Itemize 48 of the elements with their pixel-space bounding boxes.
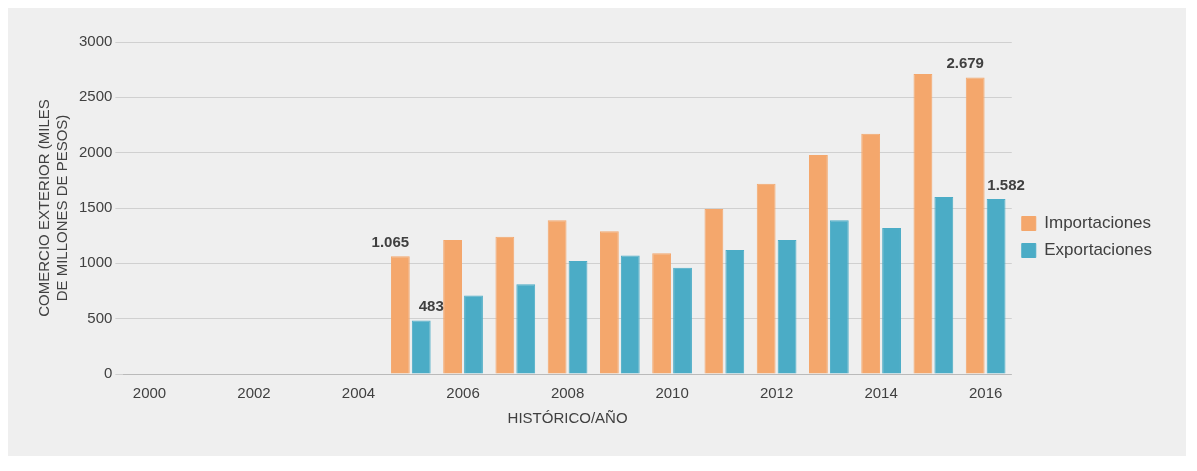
bar	[777, 240, 797, 374]
bar	[568, 261, 588, 374]
legend-label: Exportaciones	[1044, 240, 1153, 260]
x-tick-label: 2014	[864, 384, 898, 402]
y-tick-label: 0	[104, 364, 113, 382]
y-tick-label: 500	[87, 308, 113, 326]
x-tick-label: 2016	[968, 384, 1003, 402]
bar	[725, 250, 745, 374]
bar	[599, 231, 619, 374]
bar	[652, 253, 672, 374]
bar	[986, 198, 1006, 374]
bar	[882, 227, 901, 374]
legend-label: Importaciones	[1044, 213, 1152, 233]
bar	[965, 77, 985, 374]
y-tick-label: 2500	[78, 87, 113, 105]
data-label: 1.065	[371, 232, 410, 250]
bar	[495, 236, 515, 374]
bar	[756, 183, 776, 374]
bar	[861, 133, 881, 374]
y-tick-label: 1000	[78, 253, 113, 271]
x-tick-label: 2004	[341, 384, 376, 402]
x-axis-title: HISTÓRICO/AÑO	[507, 409, 628, 427]
data-label: 1.582	[987, 175, 1025, 193]
data-label: 483	[418, 297, 444, 315]
bar	[411, 320, 431, 374]
bar	[913, 74, 933, 374]
x-tick-label: 2002	[237, 384, 271, 402]
bar	[443, 240, 463, 374]
x-tick-label: 2008	[550, 384, 585, 402]
x-tick-label: 2006	[446, 384, 480, 402]
y-tick-label: 3000	[78, 32, 113, 50]
bar	[704, 209, 724, 374]
y-axis-title: COMERCIO EXTERIOR (MILES DE MILLONES DE PESOS)	[35, 99, 71, 317]
data-label: 2.679	[946, 54, 984, 72]
bar	[516, 284, 536, 374]
y-tick-label: 1500	[78, 198, 113, 216]
bar	[390, 256, 410, 374]
bar	[673, 267, 692, 374]
bar	[934, 196, 954, 374]
y-tick-label: 2000	[78, 142, 113, 160]
bar	[547, 220, 567, 374]
bar	[464, 295, 483, 374]
bar	[829, 220, 849, 374]
x-tick-label: 2000	[132, 384, 167, 402]
x-tick-label: 2010	[655, 384, 689, 402]
x-tick-label: 2012	[759, 384, 794, 402]
bar	[809, 154, 828, 374]
bar	[620, 255, 640, 374]
